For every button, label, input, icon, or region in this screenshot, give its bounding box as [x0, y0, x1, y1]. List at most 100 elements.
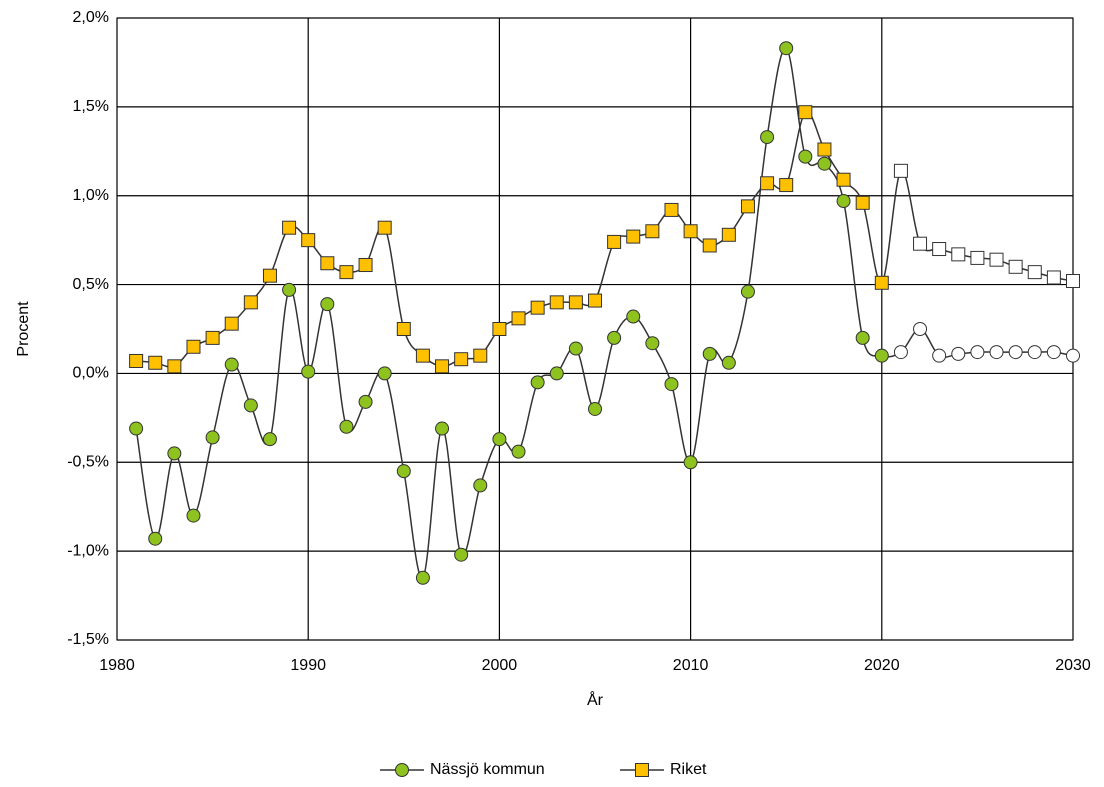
data-point [320, 256, 335, 271]
data-point [798, 105, 813, 120]
y-tick-label: -1,0% [67, 542, 109, 559]
data-point [396, 464, 411, 479]
data-point [435, 421, 450, 436]
data-point [549, 295, 564, 310]
data-point [377, 366, 392, 381]
data-point [167, 446, 182, 461]
data-point [1008, 259, 1023, 274]
data-point [377, 220, 392, 235]
data-point [473, 478, 488, 493]
data-point [836, 172, 851, 187]
y-tick-label: 1,0% [73, 187, 109, 204]
data-point [243, 295, 258, 310]
data-point [721, 355, 736, 370]
data-point [396, 322, 411, 336]
data-point [1027, 265, 1042, 280]
data-point [645, 224, 660, 239]
data-point [779, 178, 794, 193]
data-point [817, 156, 832, 171]
data-point [683, 455, 698, 470]
data-point [607, 234, 622, 249]
data-point [702, 238, 717, 253]
data-point [855, 195, 870, 210]
data-point [1066, 274, 1080, 289]
plot-area [116, 17, 1074, 641]
data-point [588, 401, 602, 416]
legend-label: Nässjö kommun [430, 761, 545, 778]
y-tick-label: 1,5% [73, 98, 109, 115]
data-point [511, 311, 526, 326]
data-point [740, 284, 755, 299]
data-point [415, 348, 430, 363]
data-point [1046, 345, 1061, 360]
legend-label: Riket [670, 761, 707, 778]
data-point [568, 341, 583, 356]
data-point [511, 444, 526, 459]
data-point [205, 330, 220, 345]
x-tick-label: 1980 [99, 657, 135, 674]
data-point [224, 316, 239, 331]
y-tick-label: 0,0% [73, 365, 109, 382]
data-point [989, 345, 1004, 360]
x-tick-label: 2020 [864, 657, 900, 674]
data-point [970, 345, 985, 360]
data-point [893, 163, 908, 178]
data-point [1008, 345, 1023, 360]
data-point [1066, 348, 1080, 363]
data-point [740, 199, 755, 214]
x-axis-label: År [587, 690, 604, 709]
data-point [262, 268, 277, 283]
data-point [224, 357, 239, 372]
data-point [913, 322, 928, 336]
x-tick-label: 1990 [290, 657, 326, 674]
data-point [186, 339, 201, 354]
data-point [473, 348, 488, 363]
data-point [282, 220, 297, 235]
data-point [129, 353, 144, 368]
y-tick-label: 2,0% [73, 9, 109, 26]
data-point [1046, 270, 1061, 285]
data-point [683, 224, 698, 239]
data-point [454, 352, 469, 367]
data-point [588, 293, 602, 308]
data-point [855, 330, 870, 345]
data-point [454, 547, 469, 562]
data-point [262, 432, 277, 447]
data-point [148, 355, 163, 370]
data-point [301, 233, 316, 248]
data-point [932, 348, 947, 363]
data-point [243, 398, 258, 413]
data-point [530, 300, 545, 315]
y-tick-label: 0,5% [73, 276, 109, 293]
data-point [721, 227, 736, 242]
x-tick-label: 2010 [673, 657, 709, 674]
data-point [320, 297, 335, 312]
data-point [836, 194, 851, 209]
x-tick-label: 2030 [1055, 657, 1091, 674]
data-point [492, 432, 507, 447]
data-point [874, 348, 889, 363]
data-point [645, 336, 660, 351]
data-point [549, 366, 564, 381]
data-point [664, 202, 679, 217]
data-point [205, 430, 220, 445]
data-point [913, 236, 928, 251]
legend-marker [395, 763, 409, 777]
data-point [167, 359, 182, 374]
data-point [817, 142, 832, 157]
data-point [874, 275, 889, 290]
data-point [358, 258, 373, 273]
data-point [664, 377, 679, 392]
data-point [339, 265, 354, 280]
data-point [932, 242, 947, 257]
data-point [970, 250, 985, 265]
data-point [779, 41, 794, 56]
y-axis-label: Procent [15, 301, 32, 357]
data-point [282, 282, 297, 297]
data-point [415, 570, 430, 585]
legend-marker [635, 763, 649, 777]
data-point [148, 531, 163, 546]
y-tick-label: -1,5% [67, 631, 109, 648]
data-point [530, 375, 545, 390]
